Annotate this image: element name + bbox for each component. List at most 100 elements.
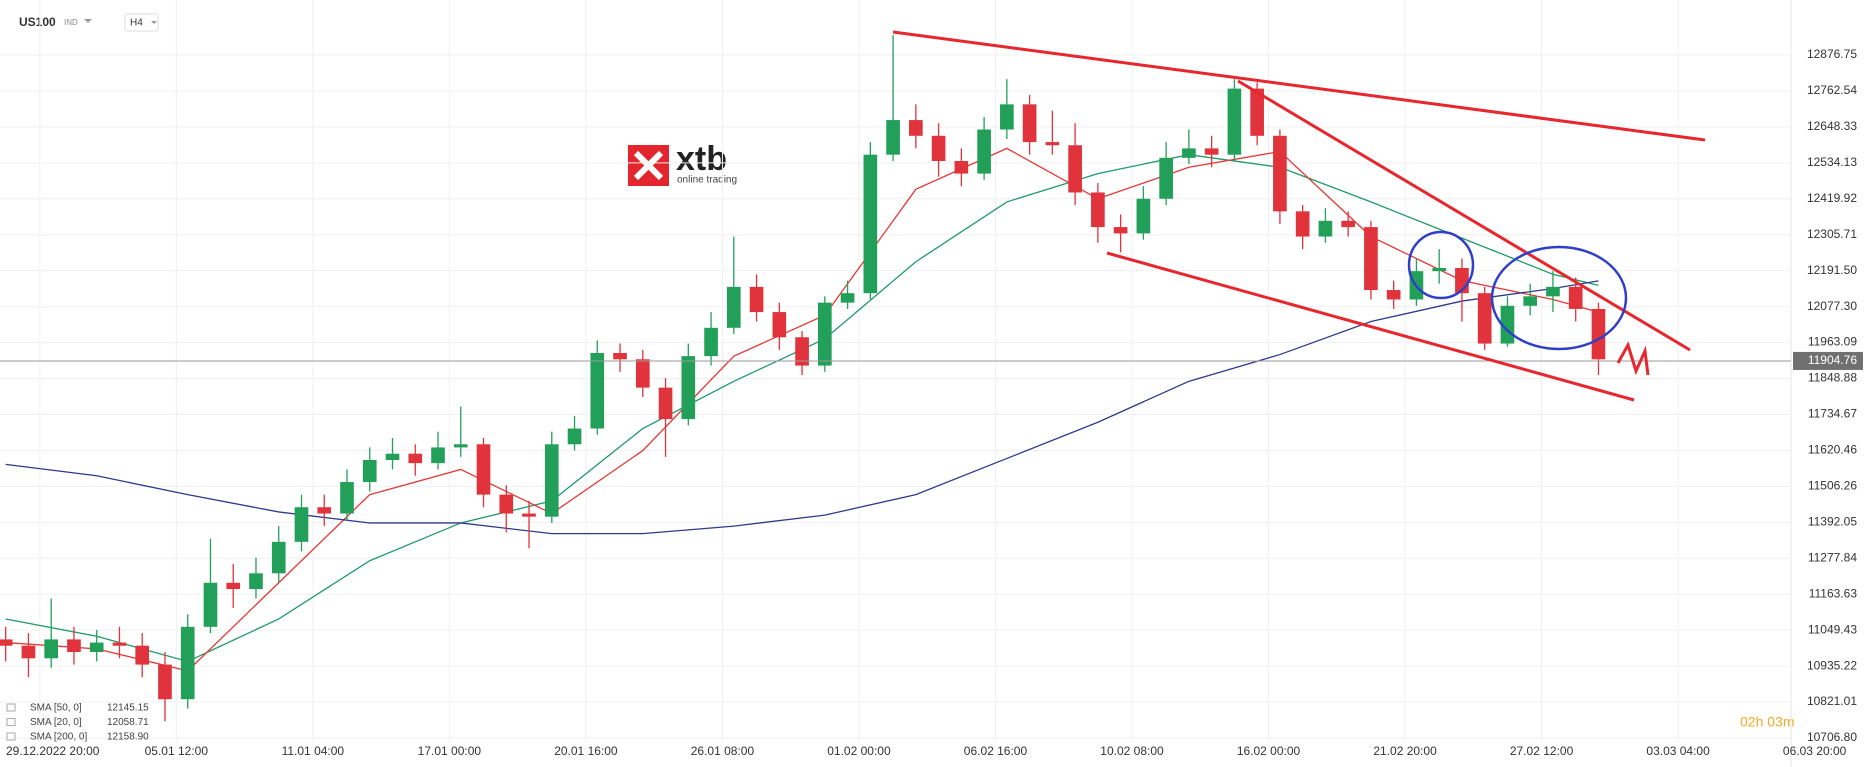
timeframe[interactable]: H4: [130, 18, 143, 29]
candle-body: [67, 639, 81, 653]
candle-body: [544, 444, 559, 517]
legend-name: SMA [200, 0]: [30, 732, 87, 743]
candle-body: [1318, 220, 1333, 237]
candle-body: [795, 337, 809, 366]
candle-body: [1113, 227, 1128, 234]
candle-body: [522, 513, 536, 517]
candle-body: [590, 352, 605, 429]
candle-body: [840, 293, 855, 303]
candle-body: [772, 312, 787, 338]
trend-line: [1237, 79, 1691, 352]
sma-line: [5, 147, 1599, 672]
x-tick-label: 26.01 08:00: [691, 744, 755, 758]
candle-body: [749, 286, 764, 313]
y-tick-label: 12191.50: [1807, 263, 1857, 277]
candle-body: [1136, 198, 1151, 234]
dropdown-arrow[interactable]: [84, 19, 92, 23]
candle-body: [1386, 290, 1401, 300]
candle-body: [931, 135, 946, 161]
candle-body: [226, 582, 241, 590]
y-tick-label: 12762.54: [1807, 83, 1857, 97]
symbol[interactable]: US100: [19, 15, 56, 29]
candle-body: [1295, 211, 1310, 237]
x-tick-label: 20.01 16:00: [554, 744, 618, 758]
candle-body: [1159, 157, 1173, 199]
candle-body: [1591, 308, 1606, 360]
candle-body: [1182, 148, 1196, 158]
legend-name: SMA [20, 0]: [30, 717, 82, 728]
candle-body: [658, 387, 673, 420]
candle-body: [567, 428, 582, 445]
candle-body: [1546, 286, 1560, 297]
candle-body: [613, 352, 627, 360]
timeframe-box[interactable]: [124, 13, 159, 32]
legend-value: 12058.71: [107, 717, 149, 728]
candle-body: [476, 444, 491, 495]
candle-body: [863, 154, 878, 294]
candle-body: [180, 626, 195, 700]
countdown: 02h 03m: [1740, 714, 1794, 730]
candle-body: [1477, 293, 1492, 344]
candle-body: [203, 582, 218, 627]
y-tick-label: 11848.88: [1808, 371, 1857, 385]
y-tick-label: 11963.09: [1808, 335, 1857, 349]
y-tick-label: 10821.01: [1807, 694, 1857, 708]
x-tick-label: 29.12.2022 20:00: [6, 744, 100, 758]
x-tick-label: 21.02 20:00: [1373, 744, 1437, 758]
candle-body: [635, 359, 650, 388]
candle-body: [954, 160, 969, 174]
candle-body: [408, 453, 423, 464]
candle-body: [1250, 88, 1264, 136]
candle-body: [294, 507, 309, 542]
candle-body: [681, 356, 696, 420]
y-tick-label: 12534.13: [1807, 155, 1857, 169]
legend-name: SMA [50, 0]: [30, 703, 82, 714]
candle-body: [135, 645, 150, 665]
candle-body: [385, 453, 400, 461]
candle-body: [1000, 104, 1014, 130]
annotations: [892, 30, 1706, 402]
logo-brand: xtb: [676, 140, 727, 178]
zigzag: [1616, 341, 1650, 376]
legend-value: 12158.90: [107, 732, 149, 743]
y-tick-label: 10935.22: [1807, 658, 1857, 672]
x-tick-label: 06.02 16:00: [964, 744, 1028, 758]
candle-body: [44, 639, 59, 659]
x-tick-label: 27.02 12:00: [1510, 744, 1574, 758]
candle-body: [1227, 88, 1242, 155]
legend-icon: [6, 703, 16, 712]
highlight-ellipse: [1490, 245, 1628, 351]
trend-line: [1106, 251, 1635, 402]
candle-body: [1091, 192, 1105, 228]
logo-tagline: online trading: [677, 175, 737, 186]
candle-body: [21, 645, 36, 659]
candle-body: [0, 639, 13, 646]
sma-line: [5, 154, 1599, 663]
x-tick-label: 01.02 00:00: [827, 744, 891, 758]
candle-body: [1068, 145, 1082, 193]
x-tick-label: 06.03 20:00: [1783, 744, 1847, 758]
dropdown-arrow: [151, 21, 157, 24]
candle-body: [112, 642, 127, 646]
y-tick-label: 12648.33: [1807, 119, 1857, 133]
market: IND: [64, 18, 78, 27]
x-tick-label: 10.02 08:00: [1100, 744, 1164, 758]
y-tick-label: 11163.63: [1809, 586, 1858, 600]
candle-body: [89, 642, 104, 653]
candle-body: [1568, 286, 1583, 309]
candle-body: [431, 447, 445, 464]
legend-icon: [6, 718, 16, 726]
price-label: 11904.76: [1808, 353, 1857, 367]
sma-line: [5, 280, 1599, 535]
x-tick-label: 03.03 04:00: [1646, 744, 1710, 758]
candle-body: [362, 460, 377, 483]
candle-body: [1432, 268, 1447, 272]
trend-line: [892, 30, 1706, 142]
candle-body: [271, 541, 286, 574]
candle-body: [909, 120, 923, 136]
candle-body: [1204, 148, 1219, 155]
x-tick-label: 17.01 00:00: [418, 744, 482, 758]
x-tick-label: 16.02 00:00: [1237, 744, 1301, 758]
x-tick-label: 11.01 04:00: [282, 744, 345, 758]
